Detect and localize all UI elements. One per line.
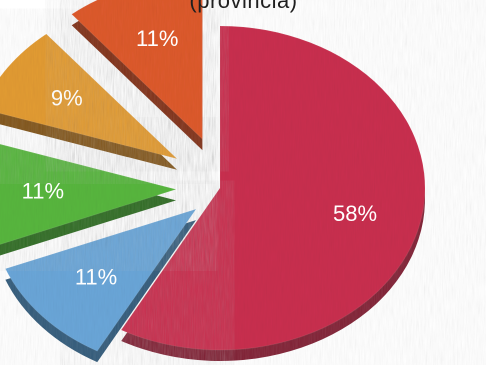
pie-slice-2: 11% — [4, 208, 198, 363]
pie-slice-top — [0, 33, 179, 160]
pie-slice-3: 11% — [0, 143, 178, 256]
pie-slice-top — [4, 208, 198, 352]
pie-slice-top — [0, 143, 178, 245]
pie-slice-4: 9% — [0, 33, 179, 170]
pie-slice-label: 11% — [22, 179, 64, 204]
pie-slice-label: 9% — [51, 85, 83, 110]
pie-slice-label: 11% — [75, 265, 117, 290]
pie-slice-5: 11% — [70, 0, 203, 151]
pie-slice-label: 58% — [333, 201, 377, 226]
pie-slice-top — [120, 25, 426, 351]
pie-slice-label: 11% — [136, 26, 178, 51]
chart-subtitle: (provincia) — [189, 0, 298, 13]
pie-slice-top — [70, 0, 203, 141]
pie-slice-1: 58% — [120, 25, 426, 361]
